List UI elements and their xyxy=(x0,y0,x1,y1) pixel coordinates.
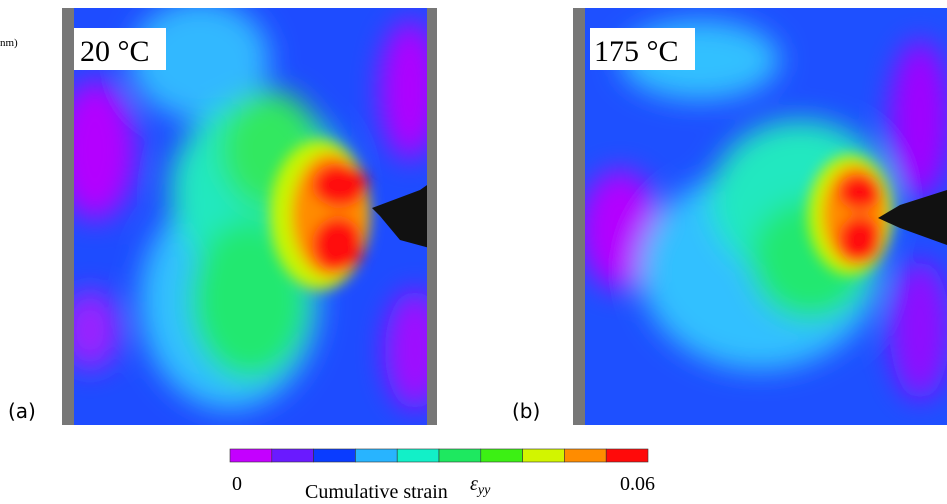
clipped-label: nm) xyxy=(0,37,18,49)
colorbar-segment xyxy=(605,448,649,463)
colorbar-segment xyxy=(229,448,273,463)
colorbar-segment xyxy=(522,448,565,463)
symbol-subscript: yy xyxy=(476,483,491,498)
colorbar-segment xyxy=(396,448,440,463)
colorbar-min: 0 xyxy=(232,473,242,495)
colorbar-segment xyxy=(355,448,398,463)
colorbar-symbol: εyy xyxy=(470,473,491,498)
colorbar-max: 0.06 xyxy=(620,473,655,495)
panel-label: (b) xyxy=(512,399,540,423)
colorbar-segment xyxy=(271,448,314,463)
strain-map-b xyxy=(573,8,947,425)
strain-map-a xyxy=(62,8,437,425)
colorbar-segment xyxy=(438,448,482,463)
temperature-label: 20 °C xyxy=(80,35,150,68)
colorbar-segment xyxy=(313,448,356,463)
colorbar-label: Cumulative strain xyxy=(305,481,448,503)
colorbar-segment xyxy=(564,448,607,463)
symbol: ε xyxy=(470,473,478,495)
temperature-label: 175 °C xyxy=(594,35,679,68)
colorbar-segment xyxy=(480,448,523,463)
panel-label: (a) xyxy=(8,399,36,423)
colorbar xyxy=(229,448,649,463)
